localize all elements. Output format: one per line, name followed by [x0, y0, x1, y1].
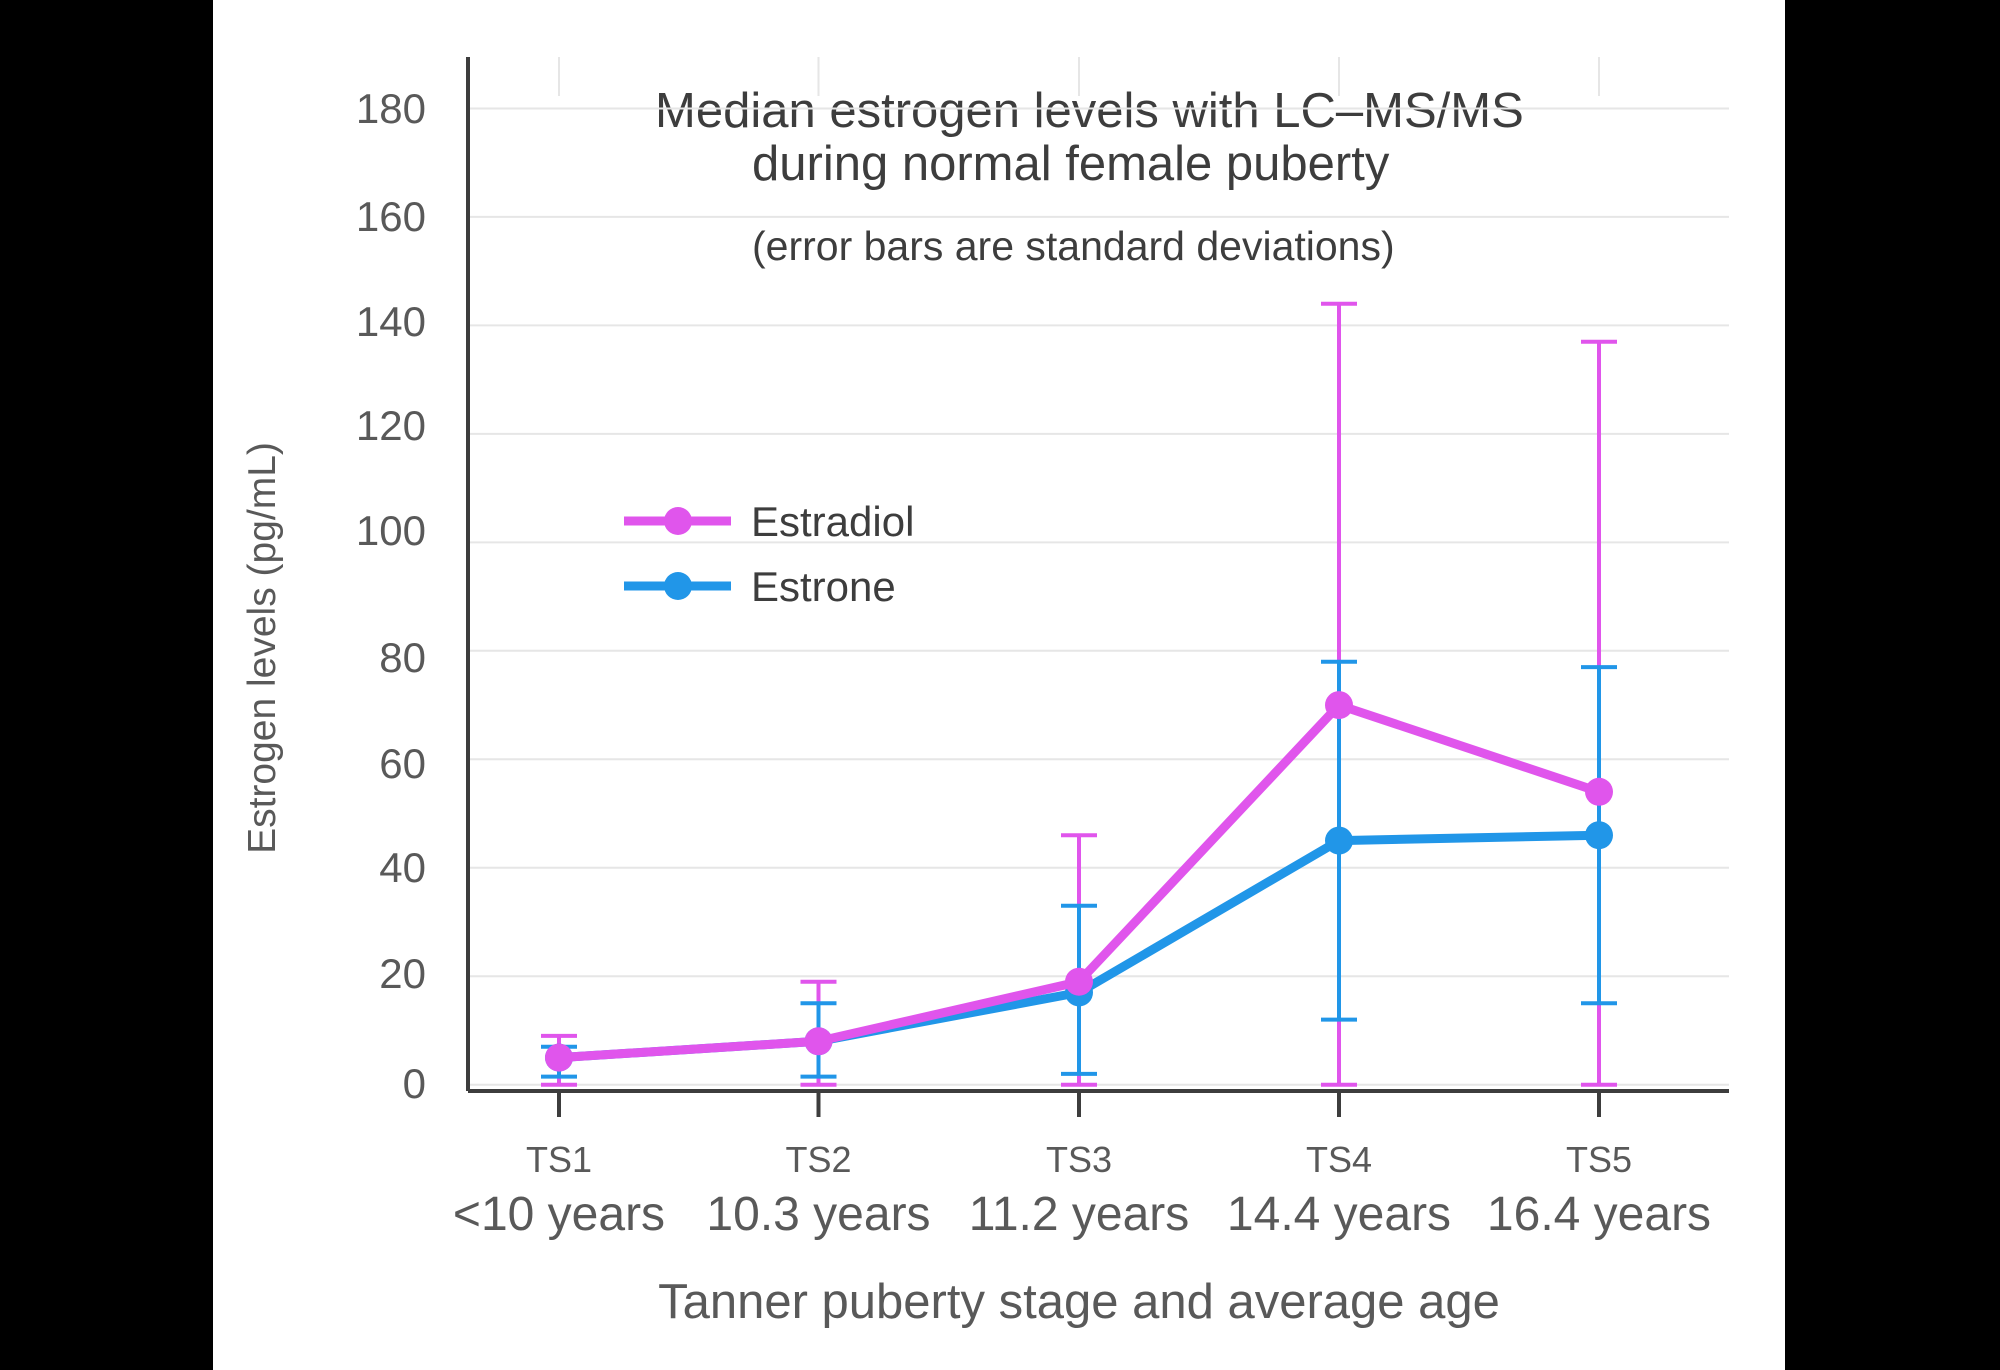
svg-text:0: 0 [403, 1060, 426, 1107]
svg-text:40: 40 [379, 844, 426, 891]
svg-text:TS3: TS3 [1046, 1139, 1112, 1180]
svg-text:16.4 years: 16.4 years [1487, 1188, 1711, 1241]
svg-text:Estrone: Estrone [751, 563, 896, 610]
svg-text:20: 20 [379, 950, 426, 997]
svg-text:Tanner puberty stage and avera: Tanner puberty stage and average age [658, 1275, 1500, 1329]
svg-text:180: 180 [356, 85, 426, 132]
svg-text:11.2 years: 11.2 years [969, 1188, 1190, 1241]
svg-text:140: 140 [356, 298, 426, 345]
svg-text:Estrogen levels (pg/mL): Estrogen levels (pg/mL) [241, 442, 284, 854]
svg-text:TS1: TS1 [526, 1139, 592, 1180]
svg-text:TS5: TS5 [1566, 1139, 1632, 1180]
svg-text:(error bars are standard devia: (error bars are standard deviations) [752, 223, 1395, 269]
svg-text:Median estrogen levels with LC: Median estrogen levels with LC–MS/MS [655, 84, 1524, 138]
svg-text:TS2: TS2 [785, 1139, 851, 1180]
svg-text:80: 80 [379, 634, 426, 681]
svg-text:160: 160 [356, 193, 426, 240]
svg-text:during normal female puberty: during normal female puberty [752, 137, 1390, 191]
svg-text:120: 120 [356, 402, 426, 449]
svg-text:Estradiol: Estradiol [751, 498, 914, 545]
svg-text:100: 100 [356, 507, 426, 554]
svg-text:TS4: TS4 [1306, 1139, 1372, 1180]
svg-text:10.3 years: 10.3 years [706, 1188, 930, 1241]
svg-text:14.4 years: 14.4 years [1227, 1188, 1451, 1241]
svg-text:60: 60 [379, 740, 426, 787]
svg-text:<10 years: <10 years [453, 1188, 665, 1241]
